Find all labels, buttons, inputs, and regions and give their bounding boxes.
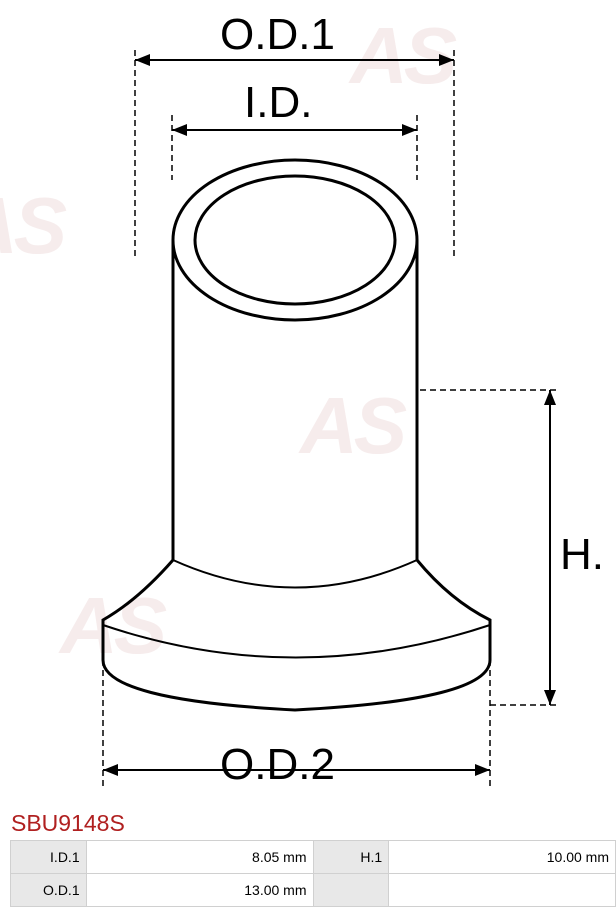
spec-value — [389, 874, 616, 907]
table-row: I.D.1 8.05 mm H.1 10.00 mm — [11, 841, 616, 874]
spec-value: 13.00 mm — [86, 874, 313, 907]
spec-table: I.D.1 8.05 mm H.1 10.00 mm O.D.1 13.00 m… — [10, 840, 616, 907]
dim-label-od2: O.D.2 — [220, 740, 335, 790]
dim-label-od1: O.D.1 — [220, 10, 335, 60]
spec-label: H.1 — [313, 841, 389, 874]
part-code: SBU9148S — [11, 810, 125, 837]
dim-label-id: I.D. — [244, 78, 312, 128]
dim-label-h: H. — [560, 530, 604, 580]
spec-label — [313, 874, 389, 907]
spec-label: O.D.1 — [11, 874, 87, 907]
diagram-area: AS AS AS AS — [0, 0, 616, 810]
table-row: O.D.1 13.00 mm — [11, 874, 616, 907]
spec-value: 10.00 mm — [389, 841, 616, 874]
spec-value: 8.05 mm — [86, 841, 313, 874]
spec-label: I.D.1 — [11, 841, 87, 874]
